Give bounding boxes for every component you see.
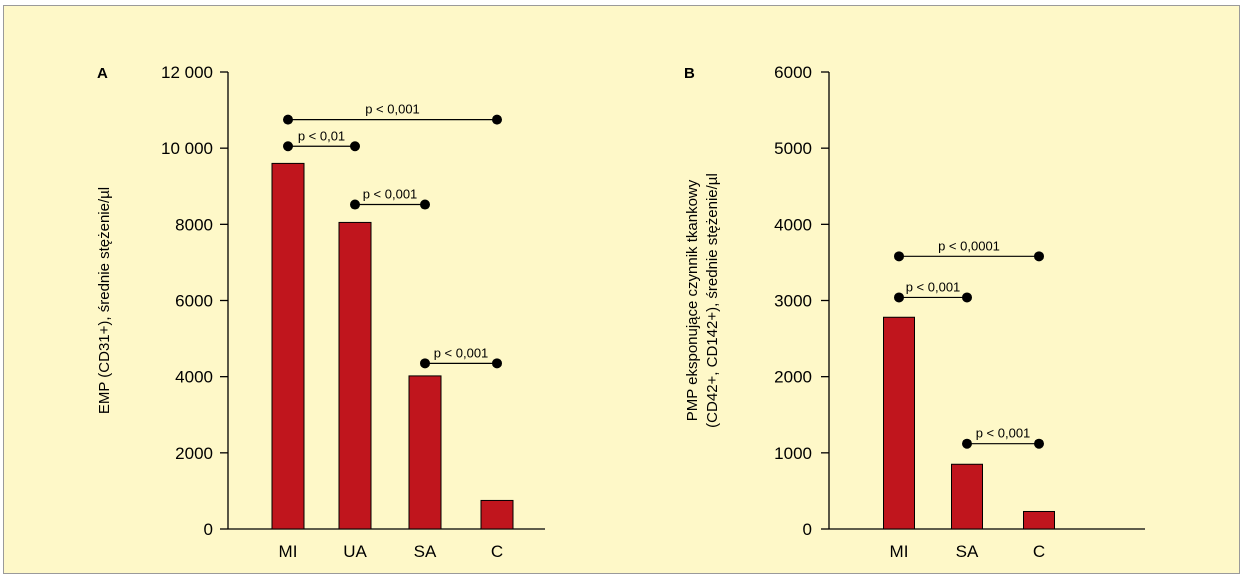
significance-dot [894, 251, 904, 262]
significance-dot [962, 438, 972, 449]
y-tick-label: 4000 [175, 368, 213, 387]
significance-label: p < 0,001 [434, 345, 489, 360]
y-tick-label: 6000 [175, 292, 213, 311]
y-tick-label: 6000 [774, 63, 812, 82]
y-axis-label: EMP (CD31+), średnie stężenie/µl [96, 187, 113, 414]
bar-c [480, 499, 514, 530]
significance-dot [962, 292, 972, 303]
y-tick-label: 5000 [774, 139, 812, 158]
y-axis-label: PMP eksponujące czynnik tkankowy [684, 179, 701, 421]
x-tick-label: MI [279, 542, 298, 561]
y-tick-label: 2000 [774, 368, 812, 387]
y-tick-label: 4000 [774, 215, 812, 234]
panel-a-chart: A 0 2000 4000 6000 8000 10 000 12 000 EMP (CD31+… [96, 63, 545, 561]
significance-label: p < 0,01 [298, 128, 345, 143]
y-tick-label: 2000 [175, 444, 213, 463]
x-tick-label: SA [414, 542, 437, 561]
y-tick-label: 1000 [774, 444, 812, 463]
bar-c [1023, 510, 1055, 530]
significance-dot [1034, 438, 1044, 449]
x-tick-label: MI [890, 542, 909, 561]
y-tick-label: 0 [803, 520, 812, 539]
significance-label: p < 0,0001 [938, 238, 1000, 253]
significance-dot [1034, 251, 1044, 262]
x-tick-label: C [1033, 542, 1045, 561]
significance-dot [350, 141, 360, 152]
panel-label: A [97, 65, 108, 82]
y-tick-label: 3000 [774, 292, 812, 311]
significance-label: p < 0,001 [976, 426, 1031, 441]
significance-dot [350, 199, 360, 210]
panel-b-chart: B 0 1000 2000 3000 4000 5000 6000 PMP eksponując… [684, 63, 1145, 561]
significance-dot [492, 358, 502, 369]
significance-dot [283, 141, 293, 152]
significance-dot [492, 114, 502, 125]
y-tick-label: 8000 [175, 215, 213, 234]
x-tick-label: C [491, 542, 503, 561]
significance-dot [420, 358, 430, 369]
significance-dot [420, 199, 430, 210]
y-tick-label: 0 [204, 520, 213, 539]
bar-ua [338, 221, 372, 530]
significance-dot [894, 292, 904, 303]
significance-label: p < 0,001 [363, 187, 418, 202]
bar-sa [951, 463, 983, 530]
significance-label: p < 0,001 [365, 102, 420, 117]
panel-label: B [684, 65, 695, 82]
x-tick-label: UA [343, 542, 367, 561]
bar-mi [883, 316, 915, 530]
significance-label: p < 0,001 [906, 279, 961, 294]
x-tick-label: SA [956, 542, 979, 561]
figure-frame [3, 5, 1240, 574]
y-tick-label: 12 000 [161, 63, 213, 82]
bar-sa [408, 375, 442, 530]
bar-mi [271, 162, 305, 530]
y-axis-label: (CD42+, CD142+), średnie stężenie/µl [704, 173, 721, 428]
significance-dot [283, 114, 293, 125]
y-tick-label: 10 000 [161, 139, 213, 158]
